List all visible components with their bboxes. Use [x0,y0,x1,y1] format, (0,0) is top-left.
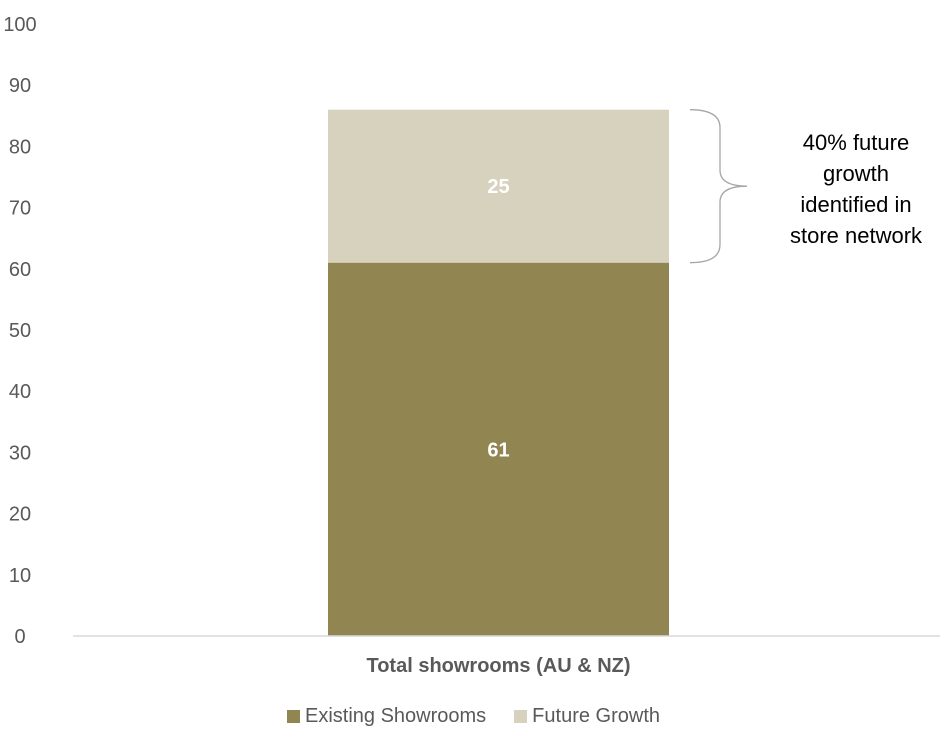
y-tick-label: 80 [9,136,31,158]
legend-item-existing: Existing Showrooms [286,705,487,728]
y-tick-label: 50 [9,320,31,342]
y-tick-label: 60 [9,259,31,281]
bar-segment [328,109,669,263]
annotation-line: store network [789,223,923,248]
legend-swatch [286,710,300,723]
legend-swatch [514,710,528,723]
annotation-line: 40% future [802,130,910,155]
legend-label: Existing Showrooms [304,705,487,727]
y-tick-label: 30 [9,442,31,464]
y-tick-label: 10 [9,565,31,587]
x-category-label: Total showrooms (AU & NZ) [366,655,630,677]
legend-label: Future Growth [532,705,660,727]
y-tick-label: 100 [3,14,36,36]
y-tick-label: 70 [9,198,31,220]
bar-segment [328,262,669,636]
annotation-line: identified in [800,192,912,217]
annotation-line: growth [822,161,890,186]
legend: Existing Showrooms Future Growth [0,705,947,728]
y-tick-label: 20 [9,504,31,526]
data-label: 61 [487,439,509,461]
curly-brace [689,109,748,264]
growth-annotation: 40% future growth identified in store ne… [770,127,942,251]
data-label: 25 [487,176,509,198]
y-tick-label: 90 [9,75,31,97]
y-tick-label: 0 [14,626,25,648]
legend-item-future: Future Growth [514,705,660,728]
y-tick-label: 40 [9,381,31,403]
